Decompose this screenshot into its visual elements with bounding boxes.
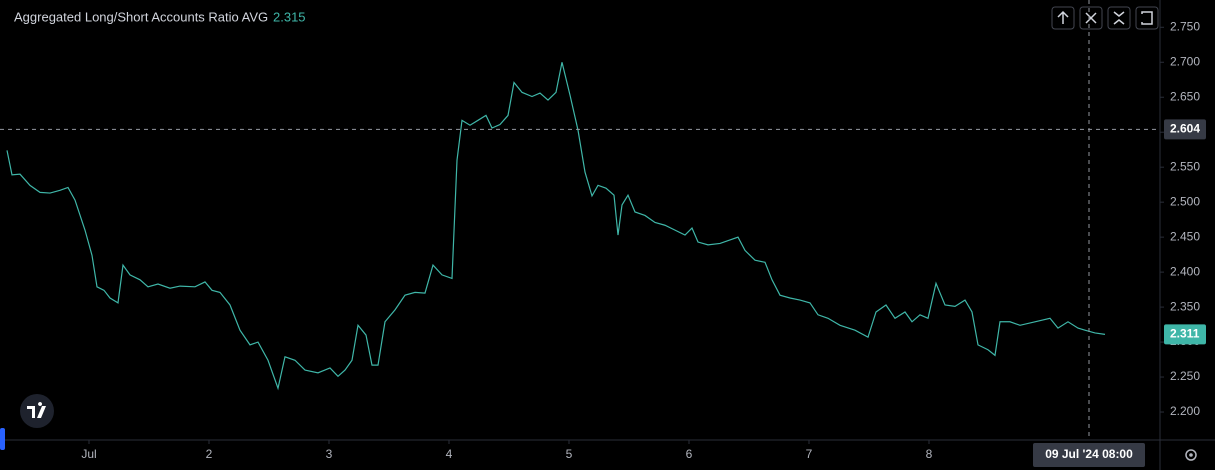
y-tick-label: 2.500 xyxy=(1170,194,1200,208)
move-up-button[interactable] xyxy=(1051,6,1075,30)
y-tick-label: 2.200 xyxy=(1170,404,1200,418)
side-tab[interactable] xyxy=(0,428,5,450)
last-value-label: 2.311 xyxy=(1170,327,1200,341)
x-tick-label: 7 xyxy=(806,447,813,461)
y-tick-label: 2.400 xyxy=(1170,264,1200,278)
crosshair-y-box xyxy=(1164,119,1206,140)
x-tick-label: 3 xyxy=(326,447,333,461)
y-tick-label: 2.700 xyxy=(1170,54,1200,68)
x-tick-label: 4 xyxy=(446,447,453,461)
data-line xyxy=(6,62,1106,391)
close-button[interactable] xyxy=(1079,6,1103,30)
x-tick-label: Jul xyxy=(81,447,96,461)
x-tick-label: 5 xyxy=(566,447,573,461)
x-tick-label: 6 xyxy=(686,447,693,461)
settings-button[interactable] xyxy=(1185,449,1197,461)
legend-value: 2.315 xyxy=(273,9,306,24)
x-tick-label: 2 xyxy=(206,447,213,461)
x-tick-label: 8 xyxy=(926,447,933,461)
y-tick-label: 2.550 xyxy=(1170,159,1200,173)
crosshair-x-box xyxy=(1033,443,1145,467)
maximize-button[interactable] xyxy=(1135,6,1159,30)
y-tick-label: 2.750 xyxy=(1170,19,1200,33)
last-value-box xyxy=(1164,324,1206,345)
tv-logo[interactable] xyxy=(20,394,54,428)
y-tick-label: 2.350 xyxy=(1170,299,1200,313)
y-tick-label: 2.250 xyxy=(1170,369,1200,383)
crosshair-x-label: 09 Jul '24 08:00 xyxy=(1045,447,1133,461)
collapse-button[interactable] xyxy=(1107,6,1131,30)
chart-title: Aggregated Long/Short Accounts Ratio AVG xyxy=(14,9,268,24)
y-tick-label: 2.450 xyxy=(1170,229,1200,243)
y-tick-label: 2.650 xyxy=(1170,89,1200,103)
crosshair-y-label: 2.604 xyxy=(1170,122,1200,136)
